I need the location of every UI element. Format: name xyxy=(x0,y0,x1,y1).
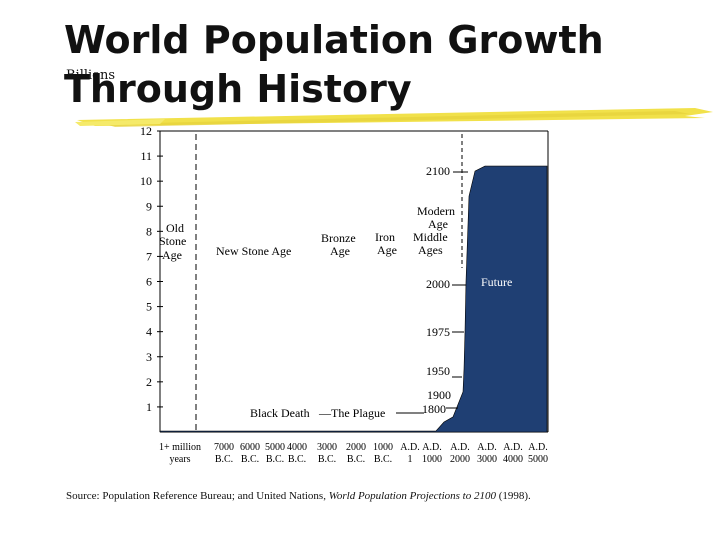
x-tick-label-bottom: B.C. xyxy=(318,454,336,465)
annotation-1950: 1950 xyxy=(426,364,450,378)
x-tick-label-bottom: 5000 xyxy=(528,454,548,465)
era-new-stone-age: New Stone Age xyxy=(216,244,291,258)
y-tick-label: 4 xyxy=(146,325,152,339)
annotation-future: Future xyxy=(481,275,512,289)
y-axis-label: Billions xyxy=(66,68,116,83)
y-tick-label: 2 xyxy=(146,375,152,389)
title-line-1: World Population Growth xyxy=(64,18,604,62)
y-tick-label: 1 xyxy=(146,400,152,414)
x-tick-label-bottom: B.C. xyxy=(374,454,392,465)
annotation-black-death: Black Death xyxy=(250,406,310,420)
x-tick-label-top: 3000 xyxy=(317,442,337,453)
x-tick-label-top: 2000 xyxy=(346,442,366,453)
era-old-stone-age-line3: Age xyxy=(162,248,182,262)
x-tick-label-bottom: 4000 xyxy=(503,454,523,465)
x-tick-label-top: A.D. xyxy=(477,442,496,453)
x-tick-label-top: 7000 xyxy=(214,442,234,453)
era-modern-age-line2: Age xyxy=(428,217,448,231)
era-middle-ages-line2: Ages xyxy=(418,243,443,257)
y-tick-label: 10 xyxy=(140,174,152,188)
x-tick-label-top: 1+ million xyxy=(159,442,201,453)
era-modern-age-line1: Modern xyxy=(417,204,455,218)
annotation-2100: 2100 xyxy=(426,164,450,178)
y-tick-label: 12 xyxy=(140,124,152,138)
source-suffix: (1998). xyxy=(495,490,531,502)
x-tick-label-bottom: B.C. xyxy=(288,454,306,465)
population-area-series xyxy=(159,165,548,433)
x-tick-label-top: 1000 xyxy=(373,442,393,453)
era-middle-ages-line1: Middle xyxy=(413,230,448,244)
y-tick-label: 11 xyxy=(140,149,152,163)
x-tick-label-bottom: 3000 xyxy=(477,454,497,465)
annotation-2000: 2000 xyxy=(426,277,450,291)
title-underline-brush xyxy=(75,108,713,127)
era-old-stone-age-line1: Old xyxy=(166,221,184,235)
x-tick-label-bottom: B.C. xyxy=(266,454,284,465)
x-tick-label-bottom: 1 xyxy=(408,454,413,465)
x-tick-label-top: A.D. xyxy=(450,442,469,453)
annotation-1975: 1975 xyxy=(426,325,450,339)
x-tick-label-bottom: 2000 xyxy=(450,454,470,465)
y-tick-label: 3 xyxy=(146,350,152,364)
x-tick-label-top: A.D. xyxy=(503,442,522,453)
x-tick-label-bottom: B.C. xyxy=(215,454,233,465)
era-bronze-age-line1: Bronze xyxy=(321,231,356,245)
title-line-2: Through History xyxy=(64,67,412,111)
x-tick-label-top: A.D. xyxy=(528,442,547,453)
era-iron-age-line2: Age xyxy=(377,243,397,257)
x-tick-label-top: A.D. xyxy=(422,442,441,453)
y-tick-label: 8 xyxy=(146,224,152,238)
source-note: Source: Population Reference Bureau; and… xyxy=(66,490,531,502)
source-prefix: Source: Population Reference Bureau; and… xyxy=(66,490,329,502)
x-tick-label-top: 6000 xyxy=(240,442,260,453)
era-bronze-age-line2: Age xyxy=(330,244,350,258)
x-tick-label-top: 4000 xyxy=(287,442,307,453)
x-tick-label-top: A.D. xyxy=(400,442,419,453)
y-tick-label: 7 xyxy=(146,249,152,263)
x-tick-label-bottom: B.C. xyxy=(347,454,365,465)
annotation-1900: 1900 xyxy=(427,388,451,402)
x-tick-label-bottom: B.C. xyxy=(241,454,259,465)
source-title: World Population Projections to 2100 xyxy=(328,490,496,502)
y-tick-label: 6 xyxy=(146,275,152,289)
annotation-the-plague: —The Plague xyxy=(318,406,385,420)
era-old-stone-age-line2: Stone xyxy=(159,234,186,248)
x-tick-label-top: 5000 xyxy=(265,442,285,453)
annotation-1800: 1800 xyxy=(422,402,446,416)
x-tick-label-bottom: 1000 xyxy=(422,454,442,465)
x-tick-label-bottom: years xyxy=(169,454,190,465)
y-tick-label: 5 xyxy=(146,300,152,314)
y-tick-label: 9 xyxy=(146,199,152,213)
era-iron-age-line1: Iron xyxy=(375,230,395,244)
